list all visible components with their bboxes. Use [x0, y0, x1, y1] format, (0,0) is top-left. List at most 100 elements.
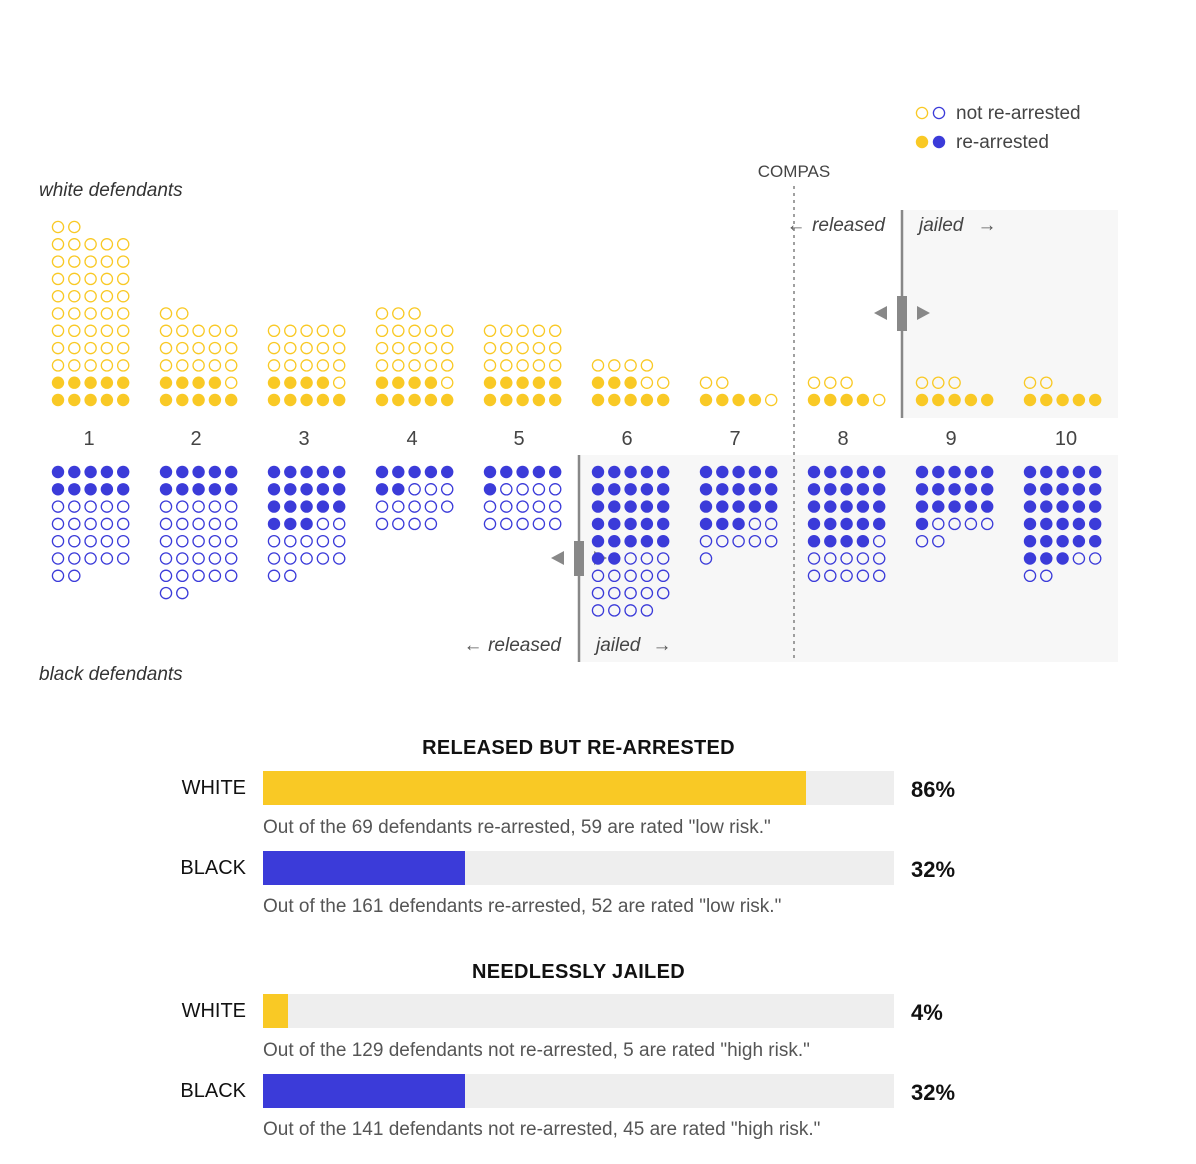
- black-rearrested-dot: [392, 483, 405, 496]
- black-handle-left-arrow[interactable]: [551, 551, 564, 565]
- white-not-rearrested-dot: [116, 289, 130, 303]
- white-not-rearrested-dot: [440, 376, 454, 389]
- black-not-rearrested-dot: [591, 569, 605, 583]
- white-not-rearrested-dot: [284, 324, 297, 338]
- white-not-rearrested-dot: [84, 324, 97, 338]
- white-not-rearrested-dot: [116, 238, 130, 251]
- black-rearrested-dot: [840, 535, 853, 548]
- black-not-rearrested-dot: [51, 534, 65, 548]
- black-rearrested-dot: [608, 500, 621, 513]
- white-handle-right-arrow[interactable]: [917, 306, 930, 320]
- white-not-rearrested-dot: [84, 238, 97, 251]
- black-rearrested-dot: [807, 535, 821, 548]
- black-rearrested-dot: [807, 483, 821, 496]
- black-rearrested-dot: [765, 500, 778, 513]
- white-handle-grip[interactable]: [897, 296, 907, 331]
- black-rearrested-dot: [284, 517, 297, 531]
- black-handle-grip[interactable]: [574, 541, 584, 576]
- released-white-note: Out of the 69 defendants re-arrested, 59…: [263, 817, 771, 838]
- black-not-rearrested-dot: [408, 500, 421, 513]
- white-not-rearrested-dot: [316, 324, 330, 338]
- black-not-rearrested-dot: [856, 552, 870, 565]
- score-label: 4: [406, 428, 417, 450]
- score-label: 7: [729, 428, 740, 450]
- jailed-black-pct: 32%: [911, 1080, 956, 1105]
- white-rearrested-dot: [84, 376, 97, 389]
- black-not-rearrested-dot: [640, 569, 654, 583]
- jailed-white-pct: 4%: [911, 1000, 943, 1025]
- white-not-rearrested-dot: [284, 341, 297, 355]
- black-rearrested-dot: [624, 483, 637, 496]
- black-rearrested-dot: [333, 483, 346, 496]
- white-not-rearrested-dot: [424, 359, 438, 372]
- black-not-rearrested-dot: [500, 483, 513, 496]
- black-rearrested-dot: [1056, 517, 1069, 531]
- white-not-rearrested-dot: [84, 272, 97, 286]
- black-rearrested-dot: [964, 465, 978, 479]
- white-not-rearrested-dot: [375, 307, 389, 320]
- white-rearrested-dot: [375, 393, 389, 407]
- white-not-rearrested-dot: [159, 341, 173, 355]
- black-not-rearrested-dot: [1088, 552, 1102, 565]
- black-rearrested-dot: [408, 465, 421, 479]
- black-not-rearrested-dot: [51, 569, 65, 583]
- white-rearrested-dot: [748, 393, 762, 407]
- black-rearrested-dot: [84, 483, 97, 496]
- jailed-white-track: [263, 994, 894, 1028]
- white-not-rearrested-dot: [176, 324, 189, 338]
- black-not-rearrested-dot: [716, 534, 729, 548]
- black-rearrested-dot: [948, 483, 961, 496]
- white-not-rearrested-dot: [548, 324, 562, 338]
- white-not-rearrested-dot: [100, 341, 114, 355]
- black-rearrested-dot: [608, 465, 621, 479]
- white-group-label: white defendants: [39, 180, 183, 201]
- black-not-rearrested-dot: [548, 517, 562, 531]
- white-rearrested-dot: [300, 376, 313, 389]
- black-rearrested-dot: [824, 500, 837, 513]
- black-rearrested-dot: [824, 535, 837, 548]
- white-rearrested-dot: [68, 376, 81, 389]
- white-not-rearrested-dot: [100, 324, 114, 338]
- white-threshold-labels: ← released jailed →: [787, 215, 997, 236]
- black-rearrested-dot: [1023, 483, 1037, 496]
- black-not-rearrested-dot: [516, 500, 529, 513]
- black-rearrested-dot: [873, 465, 886, 479]
- score-label: 10: [1055, 428, 1077, 450]
- jailed-white-note: Out of the 129 defendants not re-arreste…: [263, 1040, 810, 1061]
- white-rearrested-dot: [208, 376, 222, 389]
- black-rearrested-dot: [624, 500, 637, 513]
- white-not-rearrested-dot: [316, 359, 330, 372]
- white-not-rearrested-dot: [116, 272, 130, 286]
- black-not-rearrested-dot: [824, 569, 837, 583]
- black-rearrested-dot: [748, 465, 762, 479]
- black-not-rearrested-dot: [284, 534, 297, 548]
- white-not-rearrested-dot: [500, 341, 513, 355]
- white-not-rearrested-dot: [532, 359, 546, 372]
- black-not-rearrested-dot: [208, 552, 222, 565]
- black-not-rearrested-dot: [159, 552, 173, 565]
- white-rearrested-dot: [441, 393, 454, 407]
- white-not-rearrested-dot: [208, 324, 222, 338]
- white-rearrested-dot: [424, 393, 438, 407]
- black-rearrested-dot: [375, 465, 389, 479]
- white-rearrested-dot: [392, 376, 405, 389]
- released-black-row: BLACK 32%: [0, 851, 1196, 885]
- white-rearrested-dot: [100, 393, 114, 407]
- black-not-rearrested-dot: [392, 517, 405, 531]
- white-handle-left-arrow[interactable]: [874, 306, 887, 320]
- white-not-rearrested-dot: [159, 324, 173, 338]
- black-rearrested-dot: [591, 483, 605, 496]
- black-not-rearrested-dot: [624, 586, 637, 600]
- score-label: 6: [621, 428, 632, 450]
- black-not-rearrested-dot: [1040, 569, 1053, 583]
- white-rearrested-dot: [699, 393, 713, 407]
- white-threshold-handle[interactable]: [874, 296, 930, 331]
- black-rearrested-dot: [915, 517, 929, 531]
- black-rearrested-dot: [840, 500, 853, 513]
- black-rearrested-dot: [964, 483, 978, 496]
- white-rearrested-dot: [824, 393, 837, 407]
- black-rearrested-dot: [68, 483, 81, 496]
- white-released-label: released: [812, 215, 886, 236]
- white-not-rearrested-dot: [483, 359, 497, 372]
- black-not-rearrested-dot: [68, 517, 81, 531]
